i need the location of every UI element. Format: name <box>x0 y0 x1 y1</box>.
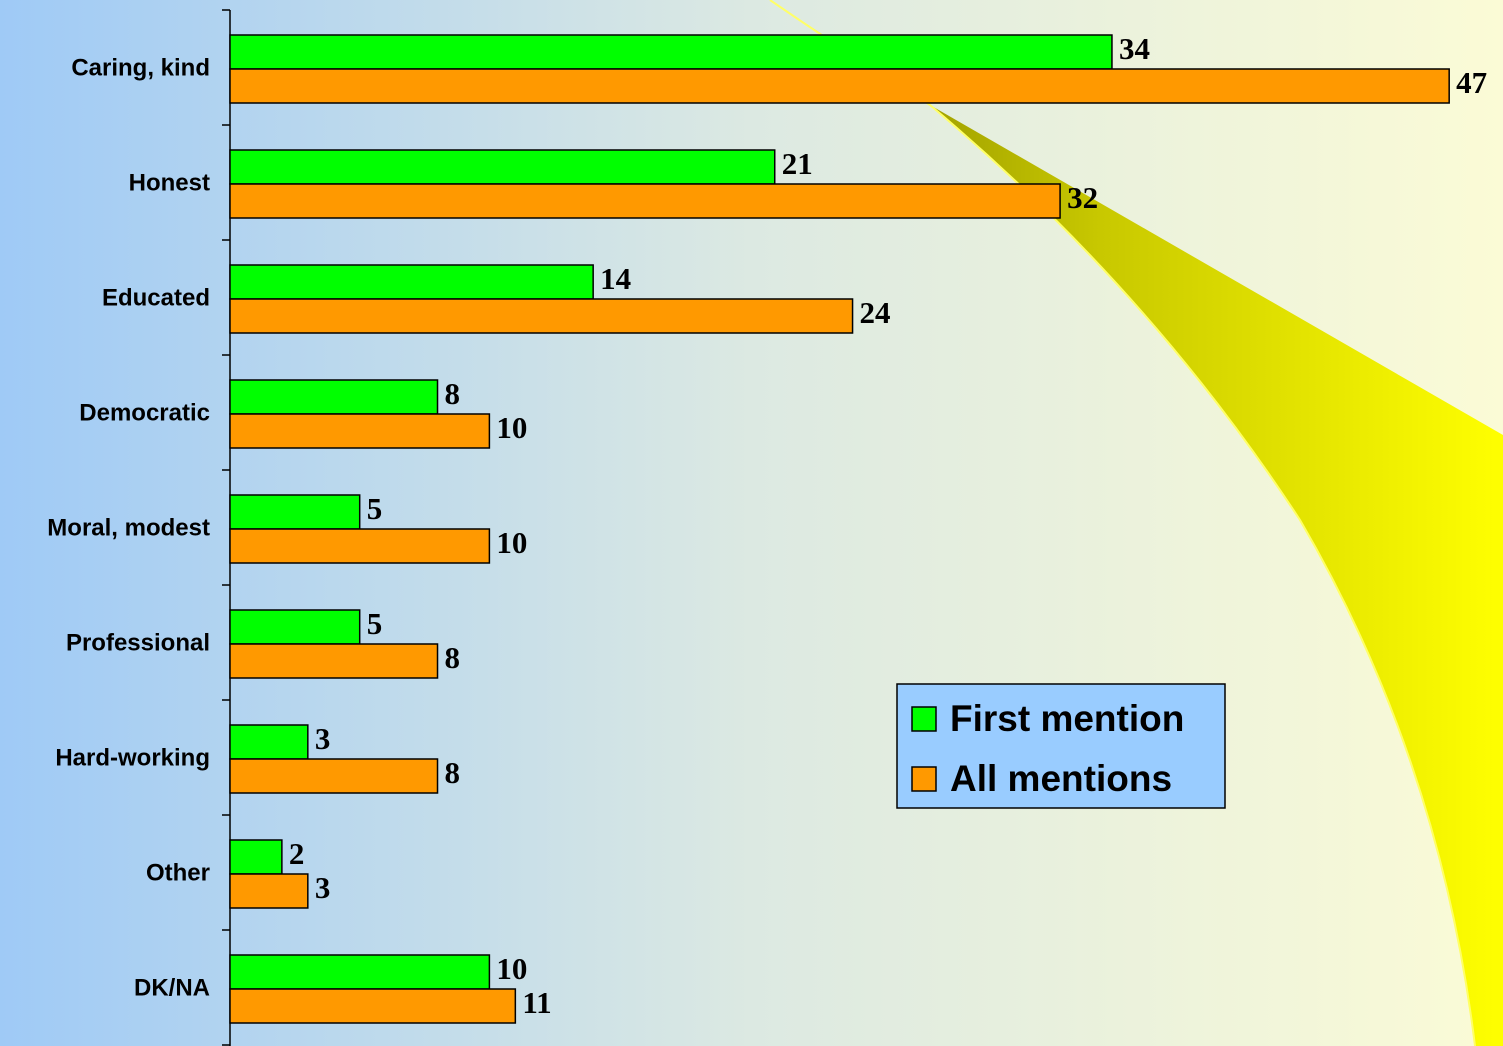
bar <box>230 184 1060 218</box>
bar <box>230 874 308 908</box>
bar <box>230 955 489 989</box>
value-label: 3 <box>315 721 331 756</box>
category-label: Moral, modest <box>47 514 210 541</box>
value-label: 11 <box>522 985 551 1020</box>
legend-swatch <box>912 707 936 731</box>
bar <box>230 380 438 414</box>
category-label: Hard-working <box>55 744 210 771</box>
page: {"chart_data": {"type": "bar", "orientat… <box>0 0 1503 1046</box>
value-label: 47 <box>1456 65 1487 100</box>
bar <box>230 725 308 759</box>
value-label: 14 <box>600 261 631 296</box>
bar <box>230 35 1112 69</box>
category-label: Honest <box>129 169 210 196</box>
bar <box>230 759 438 793</box>
bar <box>230 150 775 184</box>
bar <box>230 840 282 874</box>
bar <box>230 610 360 644</box>
legend: First mention All mentions <box>897 684 1225 808</box>
bar <box>230 69 1449 103</box>
legend-label: First mention <box>950 698 1184 739</box>
value-label: 8 <box>445 755 461 790</box>
bar <box>230 529 489 563</box>
category-label: Democratic <box>79 399 210 426</box>
value-label: 32 <box>1067 180 1098 215</box>
category-label: Educated <box>102 284 210 311</box>
category-label: Professional <box>66 629 210 656</box>
legend-swatch <box>912 767 936 791</box>
bar <box>230 299 853 333</box>
value-label: 10 <box>496 951 527 986</box>
category-label: Other <box>146 859 210 886</box>
value-label: 8 <box>445 376 461 411</box>
bar <box>230 989 515 1023</box>
value-label: 10 <box>496 410 527 445</box>
legend-label: All mentions <box>950 758 1172 799</box>
value-label: 21 <box>782 146 813 181</box>
category-label: DK/NA <box>134 974 210 1001</box>
value-label: 2 <box>289 836 305 871</box>
bar <box>230 495 360 529</box>
value-label: 5 <box>367 606 383 641</box>
category-label: Caring, kind <box>71 54 210 81</box>
value-label: 5 <box>367 491 383 526</box>
bar <box>230 414 489 448</box>
value-label: 3 <box>315 870 331 905</box>
chart: First mentionAll mentions Caring, kind34… <box>0 0 1503 1046</box>
bar <box>230 265 593 299</box>
value-label: 8 <box>445 640 461 675</box>
value-label: 10 <box>496 525 527 560</box>
value-label: 34 <box>1119 31 1150 66</box>
value-label: 24 <box>860 295 891 330</box>
bar <box>230 644 438 678</box>
